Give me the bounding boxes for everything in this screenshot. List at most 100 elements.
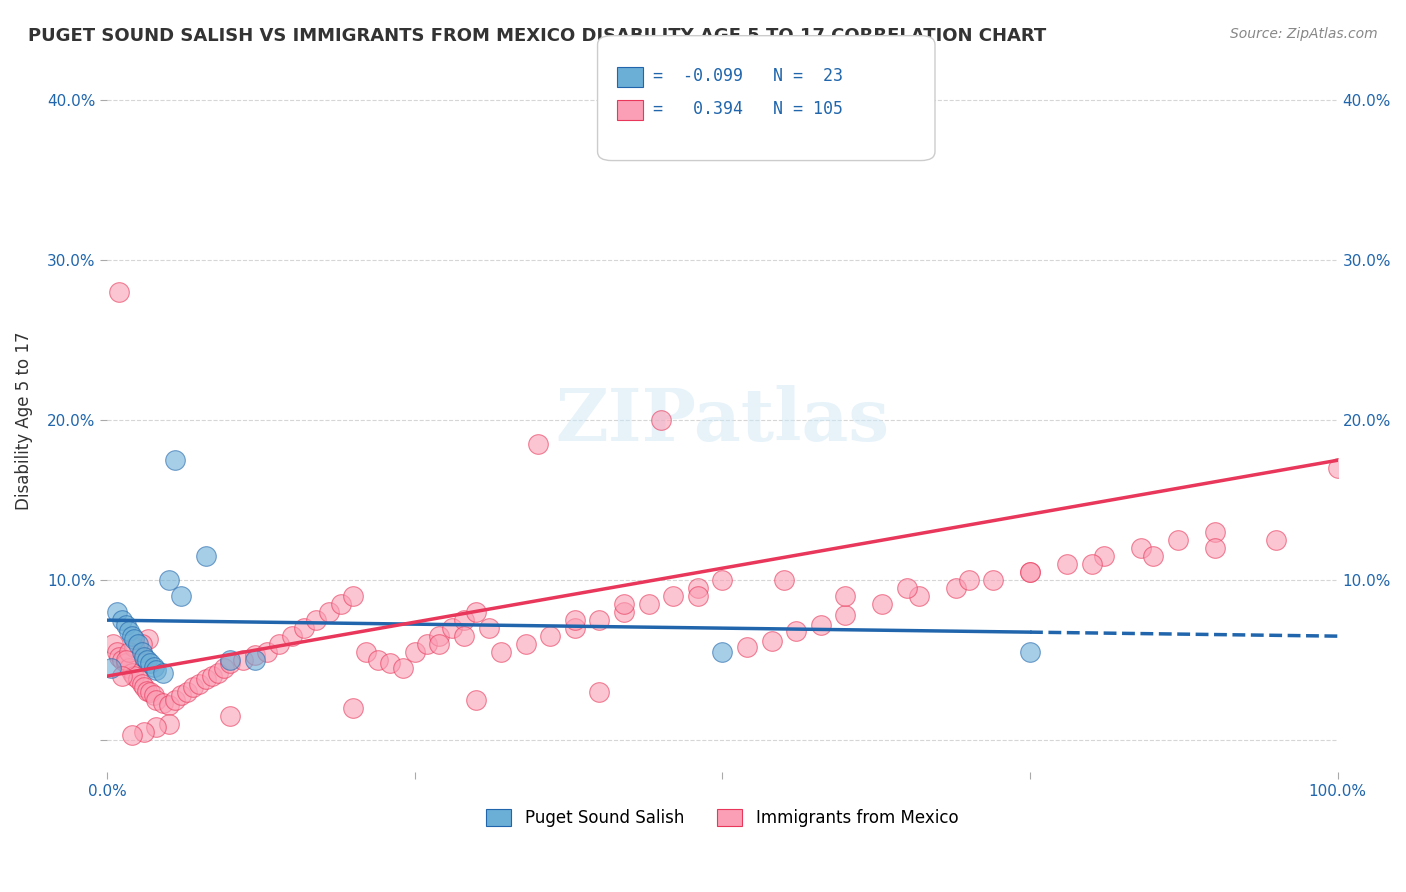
Point — [1204, 525, 1226, 540]
Point — [114, 657, 136, 671]
Point — [440, 621, 463, 635]
Point — [207, 665, 229, 680]
Point — [131, 645, 153, 659]
Point — [354, 645, 377, 659]
Point — [1080, 557, 1102, 571]
Point — [194, 673, 217, 687]
Point — [135, 653, 157, 667]
Point — [145, 693, 167, 707]
Point — [170, 589, 193, 603]
Point — [132, 725, 155, 739]
Legend: Puget Sound Salish, Immigrants from Mexico: Puget Sound Salish, Immigrants from Mexi… — [479, 803, 965, 834]
Point — [121, 728, 143, 742]
Point — [131, 677, 153, 691]
Point — [122, 632, 145, 647]
Point — [391, 661, 413, 675]
Point — [142, 688, 165, 702]
Point — [465, 693, 488, 707]
Text: R =   0.394   N = 105: R = 0.394 N = 105 — [633, 100, 842, 118]
Point — [478, 621, 501, 635]
Point — [127, 637, 149, 651]
Point — [139, 657, 162, 671]
Point — [981, 573, 1004, 587]
Point — [1167, 533, 1189, 548]
Text: ZIPatlas: ZIPatlas — [555, 384, 890, 456]
Point — [131, 637, 153, 651]
Point — [219, 653, 242, 667]
Point — [896, 581, 918, 595]
Point — [342, 701, 364, 715]
Text: R =  -0.099   N =  23: R = -0.099 N = 23 — [633, 67, 842, 85]
Point — [201, 669, 224, 683]
Point — [108, 285, 131, 300]
Point — [538, 629, 561, 643]
Point — [145, 720, 167, 734]
Point — [1019, 645, 1042, 659]
Point — [834, 608, 856, 623]
Point — [105, 645, 128, 659]
Point — [219, 709, 242, 723]
Point — [281, 629, 304, 643]
Point — [465, 605, 488, 619]
Text: PUGET SOUND SALISH VS IMMIGRANTS FROM MEXICO DISABILITY AGE 5 TO 17 CORRELATION : PUGET SOUND SALISH VS IMMIGRANTS FROM ME… — [28, 27, 1046, 45]
Point — [711, 645, 734, 659]
Point — [564, 613, 586, 627]
Point — [142, 659, 165, 673]
Point — [183, 681, 205, 695]
Point — [111, 613, 134, 627]
Point — [416, 637, 439, 651]
Point — [188, 677, 211, 691]
Point — [163, 453, 186, 467]
Point — [761, 634, 783, 648]
Point — [118, 661, 141, 675]
Point — [114, 653, 136, 667]
Point — [429, 637, 451, 651]
Point — [157, 717, 180, 731]
Point — [305, 613, 328, 627]
Point — [122, 669, 145, 683]
Point — [380, 657, 402, 671]
Point — [429, 629, 451, 643]
Point — [318, 605, 340, 619]
Point — [945, 581, 967, 595]
Point — [152, 696, 174, 710]
Point — [135, 683, 157, 698]
Point — [1142, 549, 1164, 564]
Point — [100, 661, 122, 675]
Point — [232, 653, 254, 667]
Point — [136, 632, 159, 647]
Point — [711, 573, 734, 587]
Point — [453, 613, 475, 627]
Point — [170, 688, 193, 702]
Point — [111, 669, 134, 683]
Point — [269, 637, 291, 651]
Point — [453, 629, 475, 643]
Text: Source: ZipAtlas.com: Source: ZipAtlas.com — [1230, 27, 1378, 41]
Point — [157, 698, 180, 712]
Point — [1204, 541, 1226, 556]
Point — [256, 645, 278, 659]
Point — [121, 629, 143, 643]
Point — [404, 645, 426, 659]
Point — [908, 589, 931, 603]
Point — [686, 581, 709, 595]
Point — [243, 648, 266, 663]
Point — [105, 605, 128, 619]
Point — [1326, 461, 1348, 475]
Point — [1019, 565, 1042, 579]
Point — [515, 637, 537, 651]
Point — [111, 653, 134, 667]
Point — [613, 605, 636, 619]
Point — [243, 653, 266, 667]
Point — [292, 621, 315, 635]
Point — [367, 653, 389, 667]
Point — [152, 665, 174, 680]
Y-axis label: Disability Age 5 to 17: Disability Age 5 to 17 — [15, 331, 32, 509]
Point — [118, 624, 141, 639]
Point — [157, 573, 180, 587]
Point — [1129, 541, 1152, 556]
Point — [735, 640, 758, 655]
Point — [118, 645, 141, 659]
Point — [176, 685, 198, 699]
Point — [342, 589, 364, 603]
